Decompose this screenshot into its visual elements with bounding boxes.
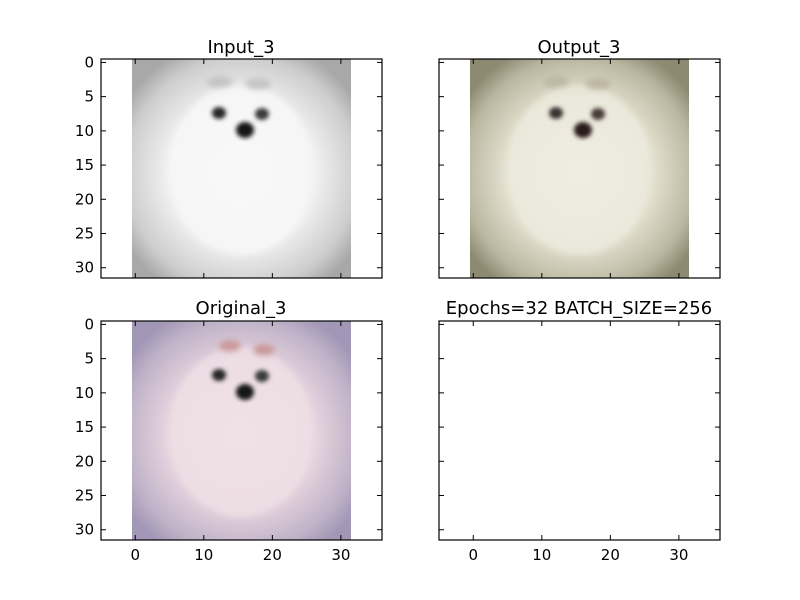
axes-frame [438,320,721,541]
subplot-output: Output_3 [438,37,721,279]
x-tick-label: 30 [669,546,688,564]
subplot-empty: Epochs=32 BATCH_SIZE=256 [438,298,721,541]
y-tick-label: 30 [75,521,94,539]
image-output [470,59,689,278]
y-tick-label: 20 [75,452,94,470]
subplot-input: Input_3 [100,37,383,279]
y-tick-label: 5 [84,88,94,106]
y-tick-label: 15 [75,156,94,174]
y-tick-label: 15 [75,418,94,436]
subplot-title: Output_3 [538,37,621,58]
y-tick-label: 25 [75,487,94,505]
subplot-title: Original_3 [196,298,287,319]
x-tick-label: 0 [468,546,478,564]
y-tick-label: 10 [75,384,94,402]
axes-frame [100,58,383,279]
x-tick-label: 10 [532,546,551,564]
y-tick-label: 0 [84,53,94,71]
x-tick-label: 20 [263,546,282,564]
x-tick-label: 30 [331,546,350,564]
y-tick-label: 0 [84,315,94,333]
x-tick-label: 20 [601,546,620,564]
y-tick-label: 10 [75,122,94,140]
y-tick-label: 30 [75,259,94,277]
y-tick-label: 20 [75,190,94,208]
image-original [132,321,351,540]
axes-frame [100,320,383,541]
x-tick-label: 0 [130,546,140,564]
image-input [132,59,351,278]
axes-frame [438,58,721,279]
subplot-title: Epochs=32 BATCH_SIZE=256 [446,298,712,319]
subplot-title: Input_3 [207,37,274,58]
y-tick-label: 25 [75,225,94,243]
ticks-layer: 0 5 10 15 20 25 30 0 10 20 30 0 5 10 15 20 25 30 0 10 20 30 [75,53,720,564]
x-tick-label: 10 [194,546,213,564]
subplot-original: Original_3 [100,298,383,541]
y-tick-label: 5 [84,350,94,368]
